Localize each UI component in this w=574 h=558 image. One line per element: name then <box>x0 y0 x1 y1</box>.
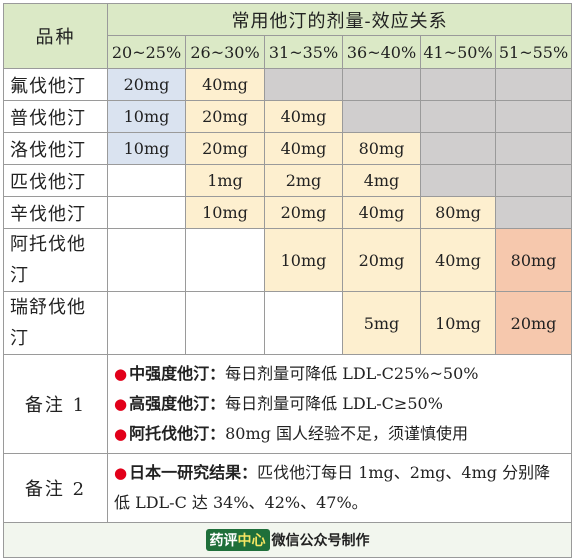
dose-cell <box>494 68 573 101</box>
dose-cell <box>264 68 343 101</box>
range-header: 20~25% <box>107 35 186 69</box>
dose-cell: 20mg <box>185 132 265 165</box>
note-bold: 中强度他汀： <box>129 364 226 383</box>
header-pinzhong: 品种 <box>3 3 108 69</box>
dose-cell <box>494 196 573 229</box>
dose-cell: 40mg <box>264 132 343 165</box>
note-text: 每日剂量可降低 LDL-C25%~50% <box>225 364 479 383</box>
drug-name: 辛伐他汀 <box>3 196 108 229</box>
note-text: 80mg 国人经验不足，须谨慎使用 <box>225 424 468 443</box>
drug-name: 瑞舒伐他汀 <box>3 291 108 355</box>
dose-cell: 20mg <box>107 68 186 101</box>
dose-cell: 40mg <box>264 100 343 133</box>
table-row: 洛伐他汀 10mg 20mg 40mg 80mg <box>3 132 573 165</box>
dose-cell <box>185 228 265 292</box>
note-line: ● 阿托伐他汀：80mg 国人经验不足，须谨慎使用 <box>114 419 565 449</box>
dose-cell <box>420 132 496 165</box>
bullet-icon: ● <box>114 365 128 383</box>
note-line: ● 中强度他汀：每日剂量可降低 LDL-C25%~50% <box>114 359 565 389</box>
dose-cell: 10mg <box>107 132 186 165</box>
table-row: 辛伐他汀 10mg 20mg 40mg 80mg <box>3 196 573 229</box>
dose-cell <box>420 164 496 197</box>
table-title: 常用他汀的剂量-效应关系 <box>106 3 573 36</box>
logo-text: 中心 <box>237 533 266 549</box>
dose-cell: 20mg <box>264 196 343 229</box>
dose-cell <box>107 196 186 229</box>
logo-text: 药评 <box>209 533 238 549</box>
note-bold: 日本一研究结果： <box>129 463 258 482</box>
dose-cell: 1mg <box>185 164 265 197</box>
dose-cell: 10mg <box>420 291 496 355</box>
dose-cell <box>494 100 573 133</box>
dose-cell: 20mg <box>342 228 421 292</box>
dose-cell: 40mg <box>420 228 496 292</box>
bullet-icon: ● <box>114 464 128 482</box>
bullet-icon: ● <box>114 395 128 413</box>
table-row: 匹伐他汀 1mg 2mg 4mg <box>3 164 573 197</box>
table-row: 瑞舒伐他汀 5mg 10mg 20mg <box>3 291 573 355</box>
dose-cell: 2mg <box>264 164 343 197</box>
range-header: 41~50% <box>420 35 496 69</box>
drug-name-line: 汀 <box>10 328 29 349</box>
table-row: 阿托伐他汀 10mg 20mg 40mg 80mg <box>3 228 573 292</box>
range-header: 31~35% <box>264 35 343 69</box>
bullet-icon: ● <box>114 425 128 443</box>
dose-cell <box>420 100 496 133</box>
note-text: 匹伐他汀每日 1mg、2mg、4mg 分别降低 LDL-C 达 34%、42%、… <box>114 463 551 512</box>
drug-name: 阿托伐他汀 <box>3 228 108 292</box>
drug-name: 氟伐他汀 <box>3 68 108 101</box>
drug-name-line: 阿托伐他 <box>10 234 86 255</box>
dose-cell <box>185 291 265 355</box>
range-header: 36~40% <box>342 35 421 69</box>
dose-cell: 10mg <box>264 228 343 292</box>
dose-cell <box>494 132 573 165</box>
dose-cell: 40mg <box>342 196 421 229</box>
dose-cell: 80mg <box>420 196 496 229</box>
note-bold: 阿托伐他汀： <box>129 424 226 443</box>
note-text: 每日剂量可降低 LDL-C≥50% <box>225 394 443 413</box>
drug-name: 普伐他汀 <box>3 100 108 133</box>
range-header: 51~55% <box>494 35 573 69</box>
drug-name: 匹伐他汀 <box>3 164 108 197</box>
note-2: ● 日本一研究结果：匹伐他汀每日 1mg、2mg、4mg 分别降低 LDL-C 达… <box>106 453 573 523</box>
footer: 药评中心 微信公众号制作 <box>2 522 573 558</box>
table-row: 氟伐他汀 20mg 40mg <box>3 68 573 101</box>
dose-cell: 80mg <box>342 132 421 165</box>
note-bold: 高强度他汀： <box>129 394 226 413</box>
dose-cell: 20mg <box>185 100 265 133</box>
dose-cell: 10mg <box>107 100 186 133</box>
dose-cell <box>342 100 421 133</box>
dose-cell <box>107 228 186 292</box>
dose-cell <box>107 164 186 197</box>
note-1: ● 中强度他汀：每日剂量可降低 LDL-C25%~50% ● 高强度他汀：每日剂量可… <box>106 354 573 454</box>
dose-cell: 4mg <box>342 164 421 197</box>
note-line: ● 高强度他汀：每日剂量可降低 LDL-C≥50% <box>114 389 565 419</box>
dose-cell: 10mg <box>185 196 265 229</box>
dose-cell <box>264 291 343 355</box>
drug-name-line: 汀 <box>10 265 29 286</box>
logo: 药评中心 <box>205 529 270 551</box>
statin-dose-table: 品种 常用他汀的剂量-效应关系 20~25% 26~30% 31~35% 36~… <box>2 3 573 558</box>
note-1-label: 备注 1 <box>3 354 108 454</box>
drug-name: 洛伐他汀 <box>3 132 108 165</box>
dose-cell <box>420 68 496 101</box>
range-header: 26~30% <box>185 35 265 69</box>
dose-cell <box>494 164 573 197</box>
note-2-label: 备注 2 <box>3 453 108 523</box>
dose-cell: 5mg <box>342 291 421 355</box>
drug-name-line: 瑞舒伐他 <box>10 297 86 318</box>
dose-cell: 40mg <box>185 68 265 101</box>
dose-cell: 80mg <box>494 228 573 292</box>
dose-cell: 20mg <box>494 291 573 355</box>
table-row: 普伐他汀 10mg 20mg 40mg <box>3 100 573 133</box>
dose-cell <box>107 291 186 355</box>
footer-text: 微信公众号制作 <box>271 533 370 549</box>
dose-cell <box>342 68 421 101</box>
